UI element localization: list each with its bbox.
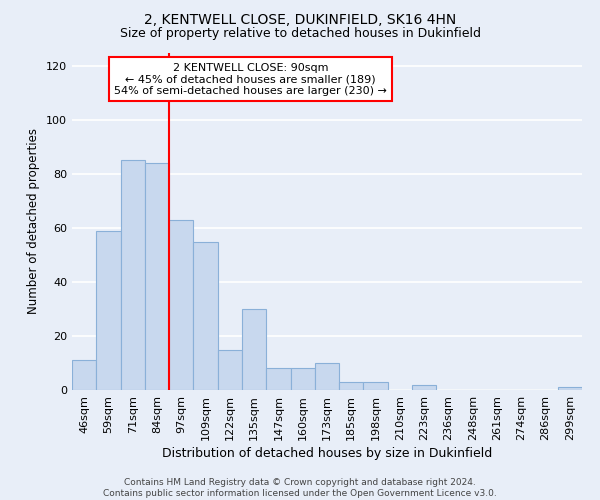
X-axis label: Distribution of detached houses by size in Dukinfield: Distribution of detached houses by size … <box>162 447 492 460</box>
Bar <box>145 163 169 390</box>
Bar <box>169 220 193 390</box>
Bar <box>339 382 364 390</box>
Bar <box>242 309 266 390</box>
Bar <box>193 242 218 390</box>
Bar <box>218 350 242 390</box>
Bar <box>290 368 315 390</box>
Text: Contains HM Land Registry data © Crown copyright and database right 2024.
Contai: Contains HM Land Registry data © Crown c… <box>103 478 497 498</box>
Bar <box>364 382 388 390</box>
Text: 2 KENTWELL CLOSE: 90sqm
← 45% of detached houses are smaller (189)
54% of semi-d: 2 KENTWELL CLOSE: 90sqm ← 45% of detache… <box>114 62 387 96</box>
Bar <box>96 230 121 390</box>
Bar <box>266 368 290 390</box>
Bar <box>315 363 339 390</box>
Bar <box>121 160 145 390</box>
Text: Size of property relative to detached houses in Dukinfield: Size of property relative to detached ho… <box>119 28 481 40</box>
Bar <box>72 360 96 390</box>
Bar <box>412 384 436 390</box>
Bar <box>558 388 582 390</box>
Y-axis label: Number of detached properties: Number of detached properties <box>28 128 40 314</box>
Text: 2, KENTWELL CLOSE, DUKINFIELD, SK16 4HN: 2, KENTWELL CLOSE, DUKINFIELD, SK16 4HN <box>144 12 456 26</box>
